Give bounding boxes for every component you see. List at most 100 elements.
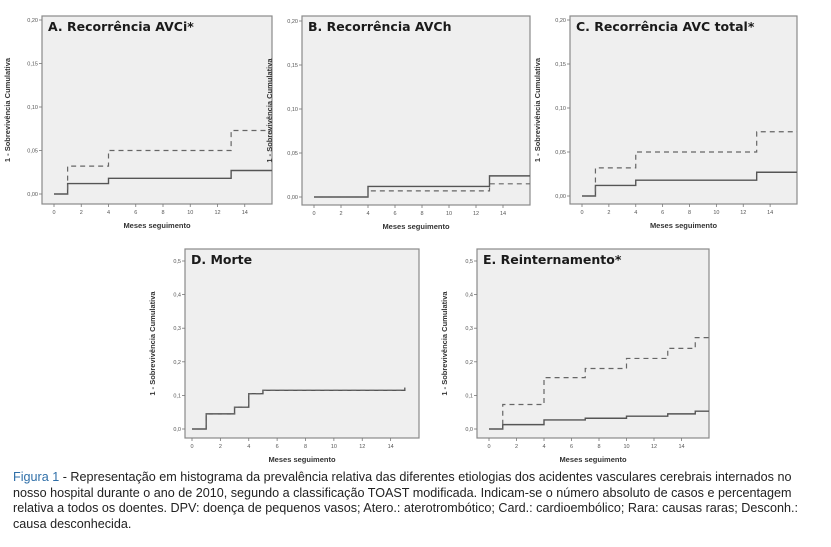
y-axis-label: 1 - Sobrevivência Cumulativa bbox=[440, 291, 449, 396]
y-tick-label: 0,20 bbox=[555, 18, 566, 24]
x-tick-label: 12 bbox=[740, 210, 746, 216]
series-line-dashed bbox=[192, 387, 406, 430]
plot-area bbox=[301, 15, 531, 206]
y-tick-label: 0,05 bbox=[27, 149, 38, 155]
plot-area bbox=[41, 15, 273, 205]
x-tick-label: 0 bbox=[190, 444, 193, 450]
y-tick-label: 0,20 bbox=[27, 18, 38, 24]
x-tick-label: 8 bbox=[597, 444, 600, 450]
y-tick-label: 0,05 bbox=[287, 151, 298, 157]
chart-title: D. Morte bbox=[191, 252, 252, 267]
x-tick-label: 4 bbox=[107, 210, 110, 216]
y-tick-label: 0,05 bbox=[555, 150, 566, 156]
x-tick-label: 4 bbox=[247, 444, 250, 450]
y-tick-label: 0,15 bbox=[27, 62, 38, 68]
y-axis-label: 1 - Sobrevivência Cumulativa bbox=[148, 291, 157, 396]
cropped-heading-fragment bbox=[0, 0, 831, 6]
x-axis-label: Meses seguimento bbox=[382, 222, 450, 231]
series-line-dashed bbox=[582, 131, 797, 197]
chart-title: E. Reinternamento* bbox=[483, 252, 622, 267]
y-axis-label: 1 - Sobrevivência Cumulativa bbox=[3, 57, 12, 162]
x-tick-label: 6 bbox=[276, 444, 279, 450]
x-tick-label: 2 bbox=[339, 211, 342, 217]
plot-area bbox=[476, 248, 710, 439]
x-axis-label: Meses seguimento bbox=[559, 455, 627, 464]
chart-panel-c: C. Recorrência AVC total* 0,00 0,05 0,10 0,1… bbox=[533, 15, 798, 230]
series-line-solid bbox=[582, 171, 797, 197]
x-tick-label: 4 bbox=[366, 211, 369, 217]
y-tick-label: 0,3 bbox=[465, 326, 473, 332]
chart-panel-d: D. Morte 0,0 0,1 0,2 0,3 0,4 0,5 0 2 4 6 8 10 12 14 Mes… bbox=[148, 248, 420, 464]
x-tick-label: 10 bbox=[446, 211, 452, 217]
chart-title: C. Recorrência AVC total* bbox=[576, 19, 755, 34]
y-tick-label: 0,00 bbox=[27, 192, 38, 198]
y-tick-label: 0,00 bbox=[287, 195, 298, 201]
x-tick-label: 6 bbox=[134, 210, 137, 216]
x-tick-label: 2 bbox=[515, 444, 518, 450]
y-tick-label: 0,0 bbox=[173, 427, 181, 433]
x-tick-label: 4 bbox=[542, 444, 545, 450]
x-tick-label: 8 bbox=[304, 444, 307, 450]
y-tick-label: 0,2 bbox=[173, 360, 181, 366]
series-line-solid bbox=[489, 410, 709, 430]
x-axis-label: Meses seguimento bbox=[268, 455, 336, 464]
figure-caption: Figura 1 - Representação em histograma d… bbox=[13, 470, 823, 532]
x-tick-label: 6 bbox=[661, 210, 664, 216]
x-tick-label: 6 bbox=[570, 444, 573, 450]
y-tick-label: 0,15 bbox=[287, 63, 298, 69]
x-tick-label: 8 bbox=[161, 210, 164, 216]
x-tick-label: 0 bbox=[487, 444, 490, 450]
series-line-dashed bbox=[489, 337, 709, 430]
y-axis-label: 1 - Sobrevivência Cumulativa bbox=[533, 57, 542, 162]
x-axis-label: Meses seguimento bbox=[650, 221, 718, 230]
x-tick-label: 14 bbox=[388, 444, 394, 450]
y-tick-label: 0,10 bbox=[27, 105, 38, 111]
x-tick-label: 4 bbox=[634, 210, 637, 216]
y-tick-label: 0,10 bbox=[287, 107, 298, 113]
x-tick-label: 12 bbox=[359, 444, 365, 450]
x-tick-label: 6 bbox=[393, 211, 396, 217]
x-tick-label: 8 bbox=[420, 211, 423, 217]
x-tick-label: 12 bbox=[473, 211, 479, 217]
x-tick-label: 0 bbox=[52, 210, 55, 216]
chart-title: B. Recorrência AVCh bbox=[308, 19, 452, 34]
y-tick-label: 0,15 bbox=[555, 62, 566, 68]
figure-label: Figura 1 bbox=[13, 470, 60, 484]
y-tick-label: 0,10 bbox=[555, 106, 566, 112]
y-tick-label: 0,3 bbox=[173, 326, 181, 332]
y-tick-label: 0,1 bbox=[465, 393, 473, 399]
x-tick-label: 12 bbox=[214, 210, 220, 216]
x-tick-label: 2 bbox=[607, 210, 610, 216]
y-tick-label: 0,4 bbox=[173, 293, 181, 299]
chart-title: A. Recorrência AVCi* bbox=[48, 19, 194, 34]
plot-area bbox=[569, 15, 798, 205]
y-axis-label: 1 - Sobrevivência Cumulativa bbox=[265, 58, 274, 163]
x-tick-label: 14 bbox=[767, 210, 773, 216]
x-tick-label: 2 bbox=[219, 444, 222, 450]
x-tick-label: 2 bbox=[80, 210, 83, 216]
x-tick-label: 0 bbox=[580, 210, 583, 216]
caption-text: - Representação em histograma da prevalê… bbox=[13, 470, 798, 531]
series-line-solid bbox=[54, 169, 272, 195]
chart-panel-b: B. Recorrência AVCh 0,00 0,05 0,10 0,15 0,20 0… bbox=[265, 15, 531, 231]
y-tick-label: 0,0 bbox=[465, 427, 473, 433]
x-tick-label: 14 bbox=[678, 444, 684, 450]
x-tick-label: 14 bbox=[500, 211, 506, 217]
x-tick-label: 12 bbox=[651, 444, 657, 450]
y-tick-label: 0,5 bbox=[173, 259, 181, 265]
x-tick-label: 14 bbox=[242, 210, 248, 216]
y-tick-label: 0,2 bbox=[465, 360, 473, 366]
x-tick-label: 10 bbox=[187, 210, 193, 216]
y-tick-label: 0,20 bbox=[287, 19, 298, 25]
plot-area bbox=[184, 248, 420, 439]
x-tick-label: 10 bbox=[713, 210, 719, 216]
y-tick-label: 0,1 bbox=[173, 393, 181, 399]
y-tick-label: 0,4 bbox=[465, 293, 473, 299]
chart-panel-e: E. Reinternamento* 0,0 0,1 0,2 0,3 0,4 0,5 0 2 4 6… bbox=[440, 248, 710, 464]
series-line-dashed bbox=[54, 129, 272, 195]
x-axis-label: Meses seguimento bbox=[123, 221, 191, 230]
x-tick-label: 0 bbox=[312, 211, 315, 217]
chart-panel-a: A. Recorrência AVCi* 0,00 0,05 0,10 0,15 0,20… bbox=[3, 15, 273, 230]
series-line-dashed bbox=[314, 183, 530, 198]
y-tick-label: 0,00 bbox=[555, 194, 566, 200]
